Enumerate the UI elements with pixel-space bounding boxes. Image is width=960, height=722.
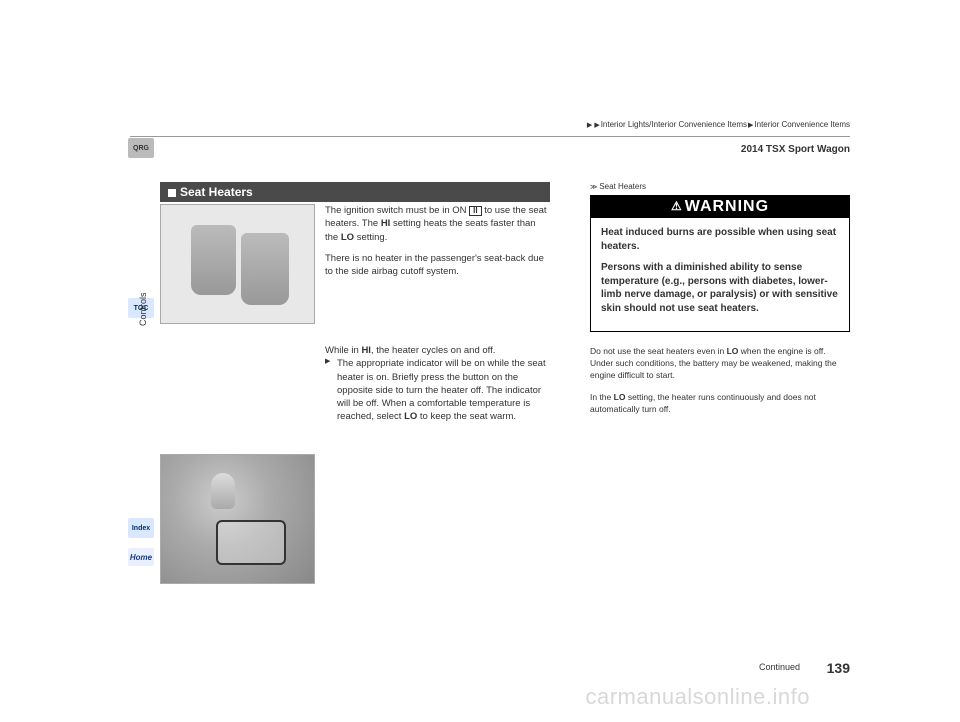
breadcrumb-part1: Interior Lights/Interior Convenience Ite… [601,120,747,129]
side-notes: Do not use the seat heaters even in LO w… [590,346,850,415]
breadcrumb: ▶▶Interior Lights/Interior Convenience I… [586,120,850,129]
vehicle-title: 2014 TSX Sport Wagon [741,144,850,155]
side-column: ≫Seat Heaters ⚠WARNING Heat induced burn… [590,182,850,425]
page-content: ▶▶Interior Lights/Interior Convenience I… [130,120,850,680]
warning-text: Heat induced burns are possible when usi… [601,226,839,253]
section-header: Seat Heaters [160,182,550,202]
text-block-2: While in HI, the heater cycles on and of… [325,344,550,424]
seat-left [191,225,236,295]
paragraph: The ignition switch must be in ON II to … [325,204,550,244]
continued-label: Continued [759,662,800,672]
shifter-knob [211,473,235,509]
seat-right [241,233,289,305]
note-paragraph: Do not use the seat heaters even in LO w… [590,346,850,382]
side-note-title: ≫Seat Heaters [590,182,850,191]
triangle-icon: ▶ [587,121,592,129]
text-block-1: The ignition switch must be in ON II to … [325,204,550,286]
heater-buttons-panel [216,520,286,565]
warning-text: Persons with a diminished ability to sen… [601,261,839,315]
paragraph: There is no heater in the passenger's se… [325,252,550,279]
divider [130,136,850,137]
square-bullet-icon [168,189,176,197]
breadcrumb-part2: Interior Convenience Items [754,120,850,129]
warning-header: ⚠WARNING [591,196,849,218]
shifter-graphic [161,455,314,583]
warning-body: Heat induced burns are possible when usi… [591,218,849,331]
note-icon: ≫ [590,184,597,191]
shifter-illustration [160,454,315,584]
paragraph: While in HI, the heater cycles on and of… [325,344,550,357]
seats-graphic [161,205,314,323]
on-switch-label: II [469,206,481,216]
section-title-text: Seat Heaters [180,185,253,199]
triangle-icon: ▶ [594,121,599,129]
page-number: 139 [827,660,850,676]
bullet-paragraph: The appropriate indicator will be on whi… [325,357,550,423]
warning-box: ⚠WARNING Heat induced burns are possible… [590,195,850,332]
warning-icon: ⚠ [671,199,683,213]
main-column: The ignition switch must be in ON II to … [160,204,550,588]
watermark: carmanualsonline.info [585,684,810,710]
triangle-icon: ▶ [748,121,753,129]
note-paragraph: In the LO setting, the heater runs conti… [590,392,850,416]
seats-illustration [160,204,315,324]
